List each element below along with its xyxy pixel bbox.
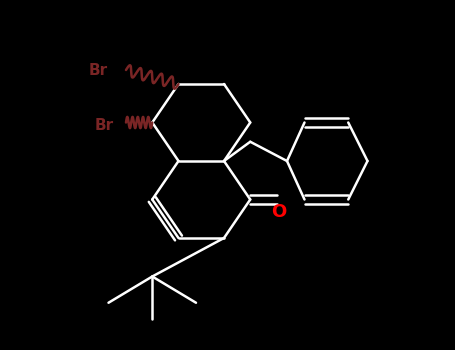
Text: Br: Br [88,63,107,78]
Text: O: O [271,203,286,221]
Text: Br: Br [95,119,114,133]
